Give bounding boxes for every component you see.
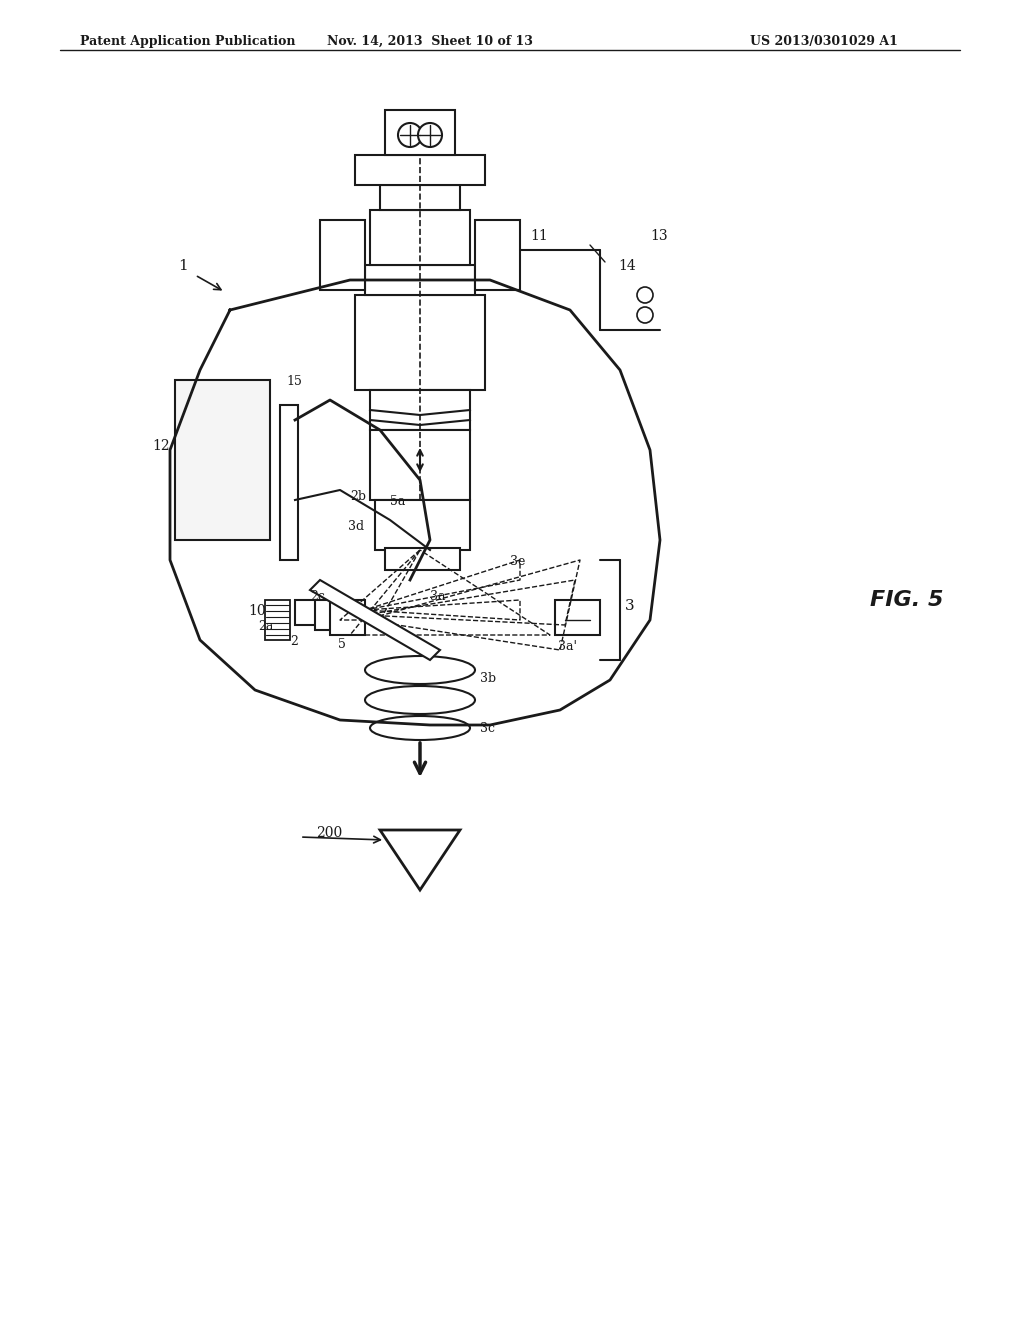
Bar: [380, 185, 460, 210]
Text: 200: 200: [316, 826, 342, 840]
Text: 2c: 2c: [310, 590, 325, 603]
Text: 3: 3: [625, 599, 635, 612]
Circle shape: [418, 123, 442, 147]
Bar: [370, 389, 470, 430]
Text: 3e: 3e: [510, 554, 525, 568]
Bar: [385, 548, 460, 570]
Bar: [555, 601, 600, 635]
Ellipse shape: [365, 686, 475, 714]
Text: 1: 1: [178, 259, 187, 273]
Bar: [175, 380, 270, 540]
Bar: [365, 265, 475, 294]
Bar: [375, 500, 470, 550]
Text: 15: 15: [286, 375, 302, 388]
Text: 3c: 3c: [480, 722, 495, 735]
Text: US 2013/0301029 A1: US 2013/0301029 A1: [750, 36, 898, 48]
Text: 10: 10: [248, 605, 265, 618]
Text: Nov. 14, 2013  Sheet 10 of 13: Nov. 14, 2013 Sheet 10 of 13: [327, 36, 532, 48]
Text: 3a': 3a': [558, 640, 577, 653]
Polygon shape: [310, 579, 440, 660]
Bar: [330, 601, 365, 635]
Text: 3b: 3b: [480, 672, 496, 685]
Text: Patent Application Publication: Patent Application Publication: [80, 36, 296, 48]
Text: 2b: 2b: [350, 490, 366, 503]
Circle shape: [637, 286, 653, 304]
Bar: [475, 220, 520, 290]
Circle shape: [398, 123, 422, 147]
Bar: [355, 294, 485, 389]
Text: 3a: 3a: [430, 590, 445, 603]
Text: FIG. 5: FIG. 5: [870, 590, 943, 610]
Bar: [355, 154, 485, 185]
Polygon shape: [380, 830, 460, 890]
Bar: [370, 430, 470, 500]
Bar: [315, 601, 340, 630]
Circle shape: [637, 308, 653, 323]
Text: 2: 2: [290, 635, 298, 648]
Text: 12: 12: [152, 440, 170, 453]
Bar: [370, 210, 470, 265]
Text: 5: 5: [338, 638, 346, 651]
Text: 5a: 5a: [390, 495, 406, 508]
Bar: [295, 601, 325, 624]
Bar: [265, 601, 290, 640]
Text: 13: 13: [650, 228, 668, 243]
Bar: [385, 110, 455, 154]
Text: 2a: 2a: [258, 620, 273, 634]
Text: 3d: 3d: [348, 520, 365, 533]
Text: 11: 11: [530, 228, 548, 243]
Bar: [280, 405, 298, 560]
Ellipse shape: [365, 656, 475, 684]
Text: 14: 14: [618, 259, 636, 273]
Bar: [319, 220, 365, 290]
Ellipse shape: [370, 715, 470, 741]
